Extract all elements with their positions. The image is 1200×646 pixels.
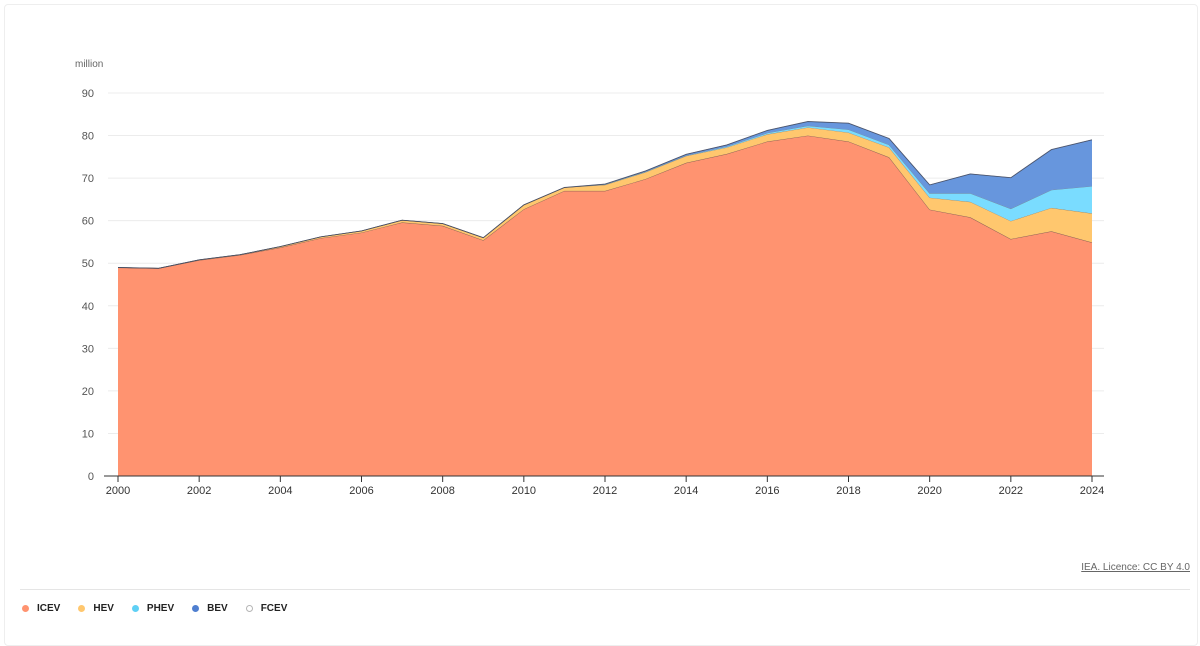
x-tick-label: 2004 [268, 485, 292, 497]
total-outline [117, 121, 1093, 269]
legend-item-bev[interactable]: BEV [192, 603, 228, 614]
stacked-area-chart: 0 10 20 30 40 50 60 70 80 90 2000 2002 2004 2006 2008 2… [75, 59, 1104, 497]
x-tick-label: 2018 [836, 485, 860, 497]
x-tick-label: 2012 [593, 485, 617, 497]
legend-item-fcev[interactable]: FCEV [245, 603, 288, 614]
source-licence-link[interactable]: IEA. Licence: CC BY 4.0 [1081, 562, 1190, 573]
legend: ICEV HEV PHEV BEV FCEV [22, 603, 305, 614]
x-tick-label: 2010 [512, 485, 536, 497]
y-tick-label: 30 [82, 343, 94, 355]
area-icev[interactable] [118, 135, 1092, 476]
y-tick-label: 40 [82, 301, 94, 313]
legend-marker-icon [78, 605, 86, 612]
area-series [117, 121, 1093, 476]
legend-label: PHEV [146, 603, 175, 614]
x-tick-label: 2020 [917, 485, 941, 497]
x-tick-label: 2002 [187, 485, 211, 497]
y-tick-label: 20 [82, 386, 94, 398]
x-tick-label: 2006 [349, 485, 373, 497]
legend-label: ICEV [37, 603, 61, 614]
legend-item-phev[interactable]: PHEV [131, 603, 175, 614]
legend-marker-icon [192, 605, 200, 612]
y-tick-label: 90 [82, 88, 94, 100]
y-tick-label: 10 [82, 428, 94, 440]
x-tick-label: 2008 [430, 485, 454, 497]
y-tick-label: 80 [82, 131, 94, 143]
legend-divider [20, 589, 1190, 590]
legend-label: HEV [93, 603, 114, 614]
x-tick-label: 2016 [755, 485, 779, 497]
y-tick-label: 60 [82, 216, 94, 228]
legend-item-hev[interactable]: HEV [78, 603, 114, 614]
x-tick-label: 2024 [1080, 485, 1104, 497]
legend-marker-icon [131, 605, 139, 612]
x-tick-label: 2000 [106, 485, 130, 497]
x-tick-label: 2022 [999, 485, 1023, 497]
legend-marker-icon [22, 605, 29, 612]
legend-marker-icon [245, 605, 253, 612]
legend-label: BEV [207, 603, 228, 614]
y-tick-label: 50 [82, 258, 94, 270]
axes: 0 10 20 30 40 50 60 70 80 90 2000 2002 2004 2006 2008 2… [82, 88, 1104, 497]
x-tick-label: 2014 [674, 485, 698, 497]
y-axis-unit-label: million [75, 59, 103, 70]
y-tick-label: 70 [82, 173, 94, 185]
legend-label: FCEV [260, 603, 288, 614]
y-tick-label: 0 [88, 471, 94, 483]
legend-item-icev[interactable]: ICEV [22, 603, 60, 614]
